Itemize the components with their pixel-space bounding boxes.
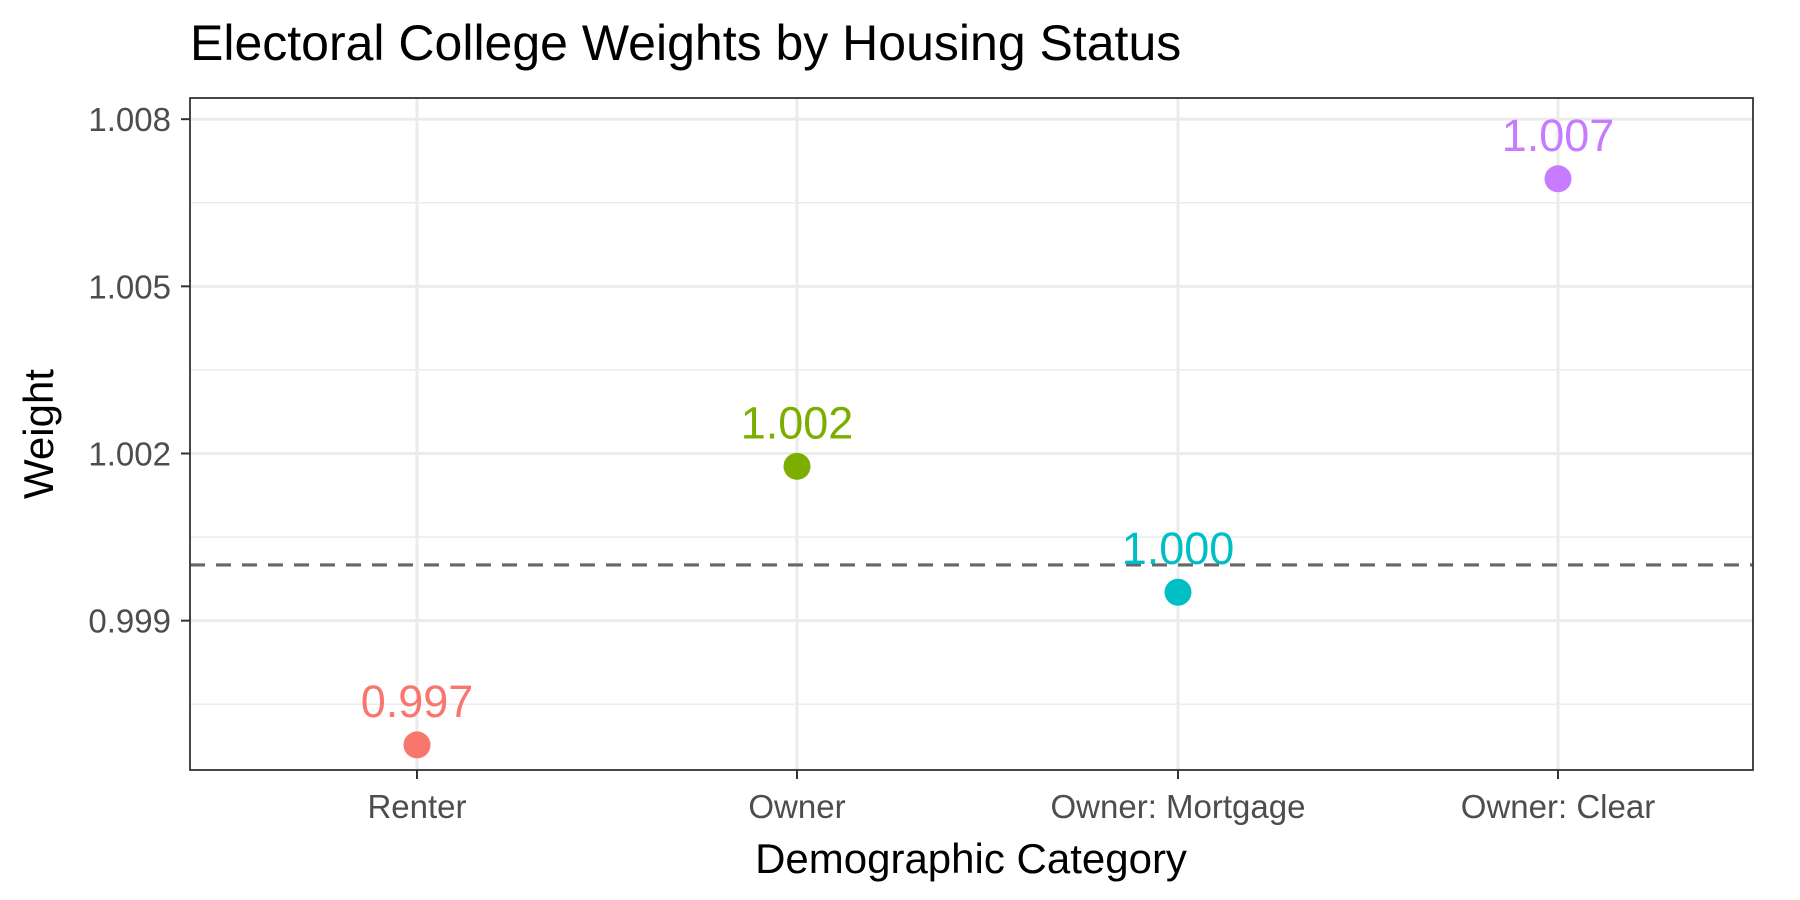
major-gridlines-y [190, 117, 1753, 623]
y-tick-label-2: 1.005 [88, 268, 171, 305]
data-label-owner-clear: 1.007 [1502, 110, 1615, 161]
y-tick-label-3: 1.008 [88, 101, 171, 138]
data-label-owner-mortgage: 1.000 [1122, 523, 1235, 574]
y-axis-ticks: 0.999 1.002 1.005 1.008 [88, 101, 190, 640]
data-label-owner: 1.002 [741, 397, 854, 448]
x-tick-label-1: Owner [748, 788, 845, 825]
y-tick-label-0: 0.999 [88, 603, 171, 640]
x-tick-label-2: Owner: Mortgage [1051, 788, 1306, 825]
chart-title: Electoral College Weights by Housing Sta… [190, 15, 1181, 71]
plot-background [190, 98, 1753, 770]
x-axis-title: Demographic Category [755, 835, 1187, 882]
minor-gridlines-y [190, 202, 1753, 705]
data-label-renter: 0.997 [361, 676, 474, 727]
data-points [403, 165, 1572, 759]
data-point-owner-mortgage [1164, 578, 1192, 606]
x-tick-label-3: Owner: Clear [1461, 788, 1655, 825]
plot-border [189, 97, 1754, 771]
major-gridlines-x [415, 98, 1560, 770]
data-point-renter [403, 731, 431, 759]
x-tick-label-0: Renter [367, 788, 466, 825]
x-axis-ticks: Renter Owner Owner: Mortgage Owner: Clear [367, 770, 1655, 825]
data-point-owner-clear [1544, 165, 1572, 193]
data-point-owner [783, 452, 811, 480]
data-labels: 0.997 1.002 1.000 1.007 [361, 110, 1615, 727]
y-axis-title: Weight [15, 369, 62, 499]
y-tick-label-1: 1.002 [88, 436, 171, 473]
